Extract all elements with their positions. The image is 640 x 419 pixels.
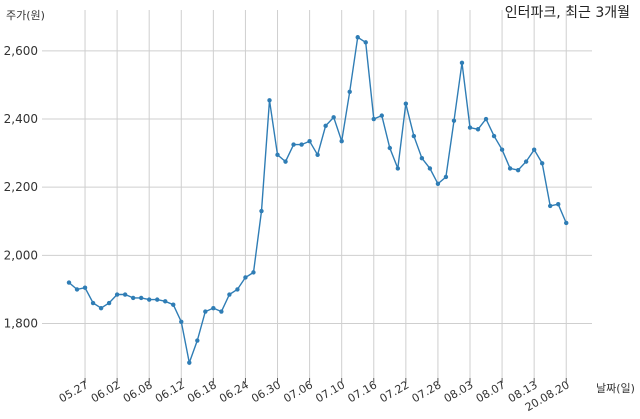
data-point [155,297,160,302]
data-point [564,220,569,226]
data-point [443,174,449,180]
x-tick-label: 07.16 [345,378,379,405]
data-point [163,299,168,304]
data-point [539,161,545,166]
chart-title: 인터파크, 최근 3개월 [504,5,630,21]
x-axis-label: 날짜(일) [596,382,635,395]
data-point [451,118,457,123]
data-point [211,305,216,311]
data-point [315,152,320,158]
data-point [179,319,184,324]
x-tick-label: 06.18 [185,378,219,405]
data-point [556,202,561,207]
data-point [195,338,200,343]
y-tick-label: 1,800 [4,316,38,330]
data-point [427,166,433,171]
data-point [347,89,352,94]
data-point [243,275,248,280]
x-tick-label: 06.30 [249,378,283,405]
data-point [523,159,529,164]
data-point [459,60,465,66]
series-line [68,36,567,366]
data-point [548,203,553,209]
data-point [74,287,80,292]
data-point [467,125,473,130]
data-point [531,147,537,152]
data-point [403,101,409,106]
x-tick-label: 06.12 [153,378,187,405]
data-point [283,159,288,164]
y-tick-label: 2,600 [4,44,38,58]
data-point [122,292,128,297]
y-tick-label: 2,000 [4,248,38,262]
x-tick-label: 06.02 [89,378,123,405]
data-point [299,142,304,147]
data-point [66,280,72,285]
y-axis-label: 주가(원) [6,9,45,22]
x-tick-label: 06.08 [121,378,155,405]
data-point [363,40,368,45]
data-point [259,208,264,214]
data-point [435,181,441,186]
data-point [138,295,144,301]
data-point [331,115,336,120]
x-tick-label: 07.06 [281,378,315,405]
data-point [411,133,417,139]
data-point [515,167,521,173]
data-point [387,145,392,151]
data-point [491,133,497,139]
data-point [379,113,384,118]
data-point [499,147,505,152]
data-point [339,138,344,144]
data-point [203,309,208,314]
data-point [267,98,272,103]
data-point [227,292,232,297]
data-point [130,295,136,301]
data-point [114,292,120,297]
y-tick-label: 2,400 [4,112,38,126]
data-point [187,360,192,365]
data-point [371,116,376,122]
data-point [291,142,296,147]
data-point [475,127,481,132]
data-point [106,300,112,306]
x-tick-label: 07.28 [410,378,444,405]
data-point [483,116,489,122]
x-tick-label: 07.22 [378,378,412,405]
data-point [323,123,328,129]
data-point [251,270,256,275]
data-point [235,287,240,292]
data-point [507,166,513,171]
data-point [90,300,96,306]
data-point [171,302,176,307]
data-point [307,138,312,144]
x-tick-label: 07.10 [313,378,347,405]
data-point [147,297,152,302]
data-point [82,285,88,290]
data-point [98,305,104,311]
data-point [419,156,425,161]
x-tick-label: 08.03 [442,378,476,405]
x-tick-label: 06.24 [217,378,251,405]
data-point [395,166,401,171]
x-tick-label: 05.27 [57,378,91,405]
x-tick-label: 08.07 [474,378,508,405]
data-point [275,152,280,158]
data-point [355,35,360,40]
data-point [219,309,224,314]
y-tick-label: 2,200 [4,180,38,194]
